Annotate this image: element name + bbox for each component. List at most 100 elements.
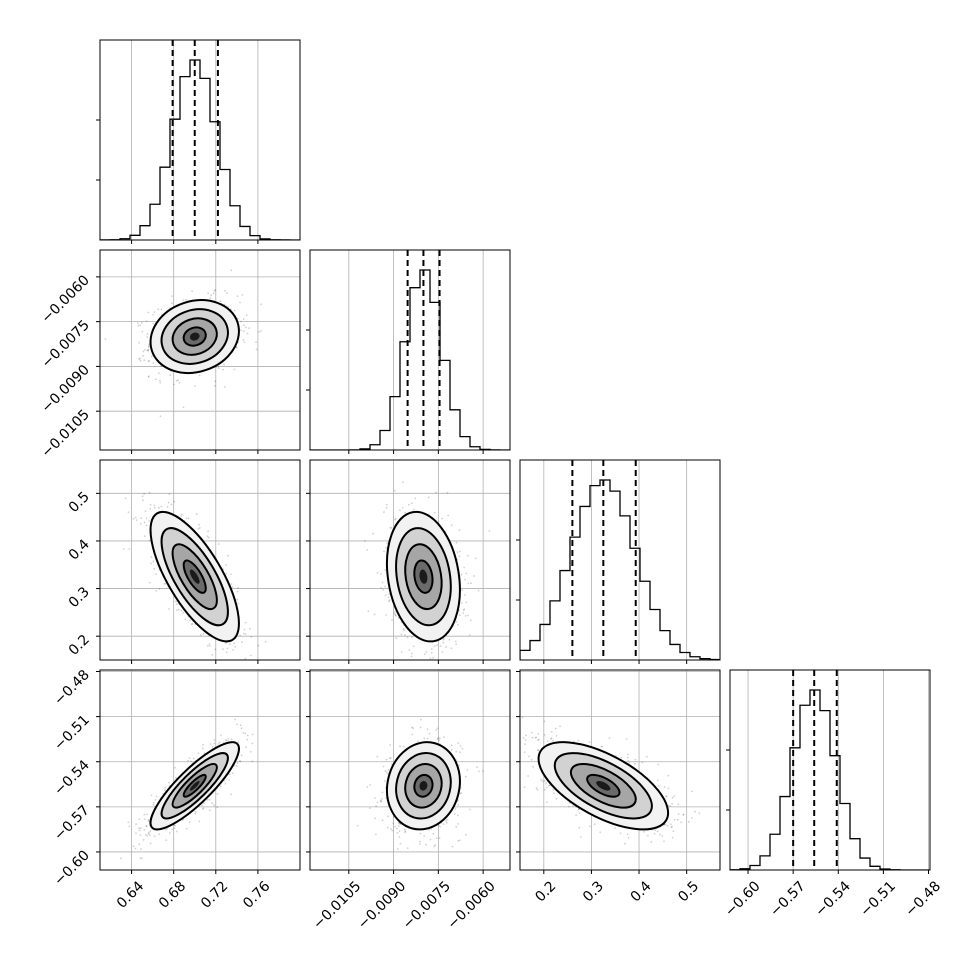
sample-point — [386, 826, 389, 829]
sample-point — [439, 737, 441, 740]
sample-point — [187, 759, 190, 762]
sample-point — [403, 828, 406, 831]
sample-point — [435, 837, 438, 840]
histogram-panel-2 — [516, 459, 721, 664]
sample-point — [664, 823, 667, 826]
sample-point — [442, 823, 445, 826]
sample-point — [391, 619, 393, 621]
sample-point — [171, 302, 173, 305]
contour-line — [160, 752, 229, 820]
sample-point — [454, 808, 457, 810]
sample-point — [521, 716, 524, 719]
sample-point — [380, 573, 382, 575]
contour-line — [182, 773, 207, 798]
sample-point — [232, 649, 235, 651]
sample-point — [174, 766, 176, 769]
sample-point — [246, 734, 249, 737]
contour-line — [182, 559, 207, 594]
sample-point — [152, 560, 155, 563]
contour-panel-3-0 — [96, 669, 301, 874]
sample-point — [575, 814, 578, 817]
sample-point — [476, 766, 479, 769]
sample-point — [232, 772, 234, 774]
sample-point — [465, 572, 468, 575]
sample-point — [235, 346, 238, 349]
sample-point — [203, 802, 206, 804]
sample-point — [443, 666, 445, 668]
sample-point — [463, 608, 466, 611]
sample-point — [451, 744, 453, 747]
sample-point — [394, 614, 397, 616]
sample-point — [244, 732, 247, 735]
sample-point — [673, 795, 676, 797]
sample-point — [457, 840, 460, 842]
sample-point — [225, 572, 228, 575]
sample-point — [170, 503, 173, 506]
sample-point — [447, 514, 450, 517]
sample-point — [228, 779, 231, 781]
sample-point — [453, 813, 456, 815]
sample-point — [264, 640, 267, 643]
sample-point — [244, 621, 247, 624]
sample-point — [438, 739, 441, 742]
sample-point — [423, 835, 426, 837]
sample-point — [146, 813, 148, 816]
sample-point — [143, 348, 146, 351]
panel-frame — [309, 249, 511, 451]
sample-point — [143, 818, 146, 820]
sample-point — [211, 745, 214, 748]
sample-point — [404, 634, 406, 636]
sample-point — [230, 269, 233, 272]
sample-point — [397, 825, 400, 827]
sample-point — [394, 489, 396, 492]
sample-point — [143, 813, 146, 816]
density-fill — [419, 569, 428, 584]
sample-point — [394, 611, 396, 613]
sample-point — [225, 564, 228, 566]
sample-point — [226, 292, 228, 295]
sample-point — [198, 820, 201, 823]
sample-point — [425, 651, 428, 653]
sample-point — [224, 289, 226, 292]
sample-point — [465, 833, 467, 836]
sample-point — [138, 843, 141, 845]
sample-point — [124, 497, 127, 500]
sample-point — [438, 837, 441, 839]
sample-point — [390, 828, 392, 830]
sample-point — [478, 770, 480, 773]
sample-point — [385, 546, 388, 549]
sample-point — [160, 505, 163, 508]
sample-point — [385, 614, 387, 616]
sample-point — [146, 835, 149, 837]
sample-point — [550, 730, 553, 733]
sample-point — [214, 648, 217, 651]
sample-point — [423, 737, 426, 740]
sample-point — [676, 818, 679, 821]
sample-point — [380, 797, 383, 800]
sample-point — [201, 804, 204, 807]
sample-point — [369, 784, 371, 786]
density-fill — [419, 780, 428, 791]
sample-point — [240, 329, 242, 332]
sample-point — [657, 763, 660, 766]
sample-point — [244, 657, 247, 660]
sample-point — [462, 612, 465, 614]
sample-point — [374, 817, 377, 820]
sample-point — [219, 785, 222, 788]
sample-point — [128, 825, 131, 828]
sample-point — [150, 562, 152, 565]
sample-point — [258, 331, 261, 333]
sample-point — [165, 839, 168, 841]
sample-point — [164, 582, 167, 585]
sample-point — [135, 519, 138, 521]
sample-point — [202, 747, 204, 750]
sample-point — [222, 648, 224, 650]
sample-point — [464, 594, 466, 596]
sample-point — [141, 857, 144, 860]
sample-point — [146, 349, 149, 352]
sample-point — [132, 517, 135, 520]
sample-point — [120, 857, 122, 860]
sample-point — [382, 765, 385, 768]
sample-point — [442, 641, 445, 644]
sample-point — [226, 647, 229, 650]
